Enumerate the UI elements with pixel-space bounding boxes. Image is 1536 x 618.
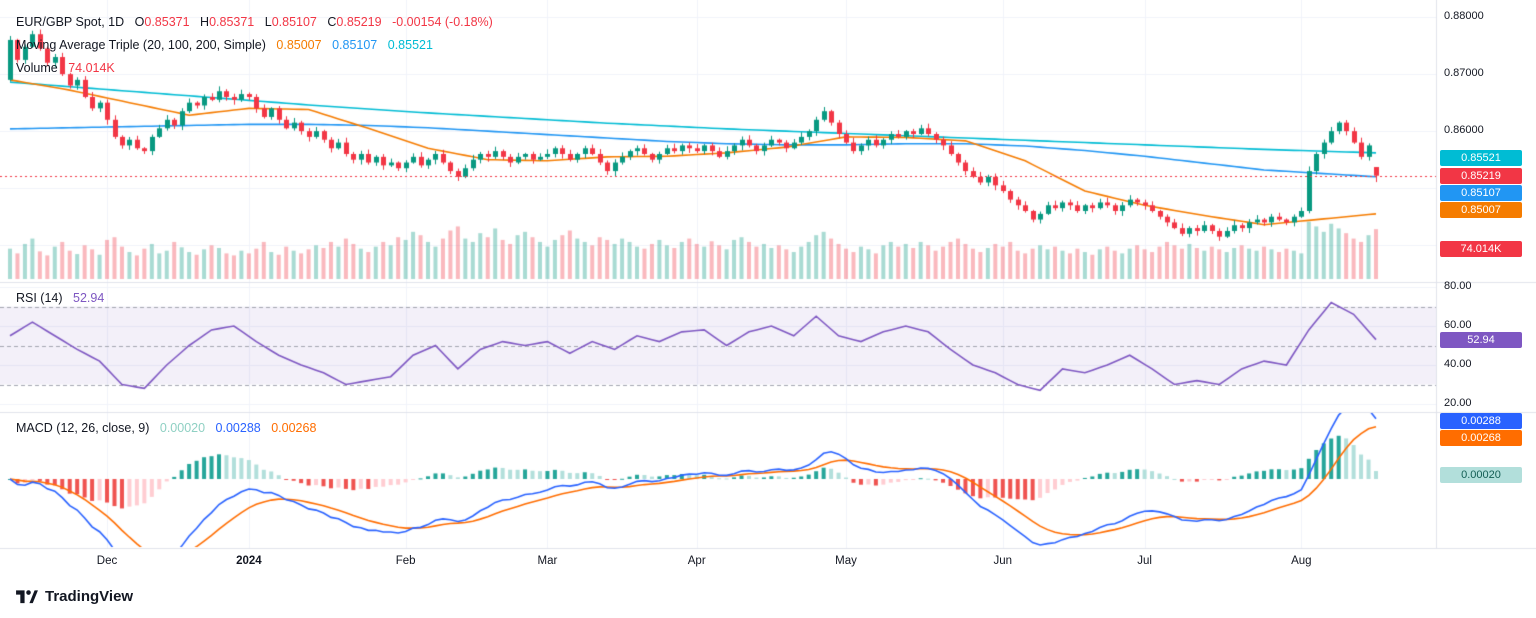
legend-main: EUR/GBP Spot, 1D O0.85371 H0.85371 L0.85…	[16, 11, 500, 80]
macd-line-value: 0.00288	[215, 421, 261, 435]
price-tick: 0.88000	[1444, 10, 1484, 23]
rsi-tick: 80.00	[1444, 280, 1472, 292]
open-label: O	[134, 15, 145, 29]
price-badge-ma20: 0.85007	[1440, 201, 1522, 218]
ma-label: Moving Average Triple (20, 100, 200, Sim…	[16, 38, 266, 52]
tradingview-logo[interactable]: TradingView	[16, 588, 133, 605]
legend-volume-row[interactable]: Volume 74.014K	[16, 57, 500, 80]
volume-label: Volume	[16, 61, 58, 75]
rsi-tick: 20.00	[1444, 397, 1472, 409]
volume-badge: 74.014K	[1440, 241, 1522, 257]
change-value: -0.00154 (-0.18%)	[392, 15, 493, 29]
price-tick: 0.86000	[1444, 124, 1484, 137]
time-axis-label-apr: Apr	[687, 555, 706, 567]
macd-signal-value: 0.00268	[271, 421, 317, 435]
time-axis-label-jun: Jun	[993, 555, 1013, 567]
price-badge-ma200: 0.85521	[1440, 150, 1522, 167]
high-label: H	[200, 15, 210, 29]
price-badge-last: 0.85219	[1440, 167, 1522, 184]
symbol-title: EUR/GBP Spot, 1D	[16, 15, 125, 29]
volume-value: 74.014K	[68, 61, 115, 75]
open-value: 0.85371	[144, 15, 190, 29]
legend-macd[interactable]: MACD (12, 26, close, 9) 0.00020 0.00288 …	[16, 417, 323, 440]
rsi-label: RSI (14)	[16, 291, 63, 305]
ma100-value: 0.85107	[332, 38, 378, 52]
legend-symbol-row[interactable]: EUR/GBP Spot, 1D O0.85371 H0.85371 L0.85…	[16, 11, 500, 34]
macd-badge-hist: 0.00020	[1440, 467, 1522, 483]
low-label: L	[264, 15, 272, 29]
time-axis-label-dec: Dec	[96, 555, 118, 567]
macd-badge-line: 0.00288	[1440, 413, 1522, 430]
time-axis-label-2024: 2024	[236, 555, 262, 567]
ma20-value: 0.85007	[276, 38, 322, 52]
time-axis-label-mar: Mar	[537, 555, 558, 567]
price-badge-ma100: 0.85107	[1440, 184, 1522, 201]
macd-label: MACD (12, 26, close, 9)	[16, 421, 150, 435]
close-label: C	[327, 15, 337, 29]
close-value: 0.85219	[336, 15, 382, 29]
tradingview-logo-icon	[16, 590, 38, 604]
rsi-tick: 60.00	[1444, 319, 1472, 331]
rsi-badge: 52.94	[1440, 331, 1522, 348]
ma200-value: 0.85521	[387, 38, 433, 52]
macd-hist-value: 0.00020	[159, 421, 206, 435]
high-value: 0.85371	[209, 15, 255, 29]
time-axis-label-feb: Feb	[395, 555, 416, 567]
time-axis-label-jul: Jul	[1137, 555, 1152, 567]
macd-badge-signal: 0.00268	[1440, 430, 1522, 447]
price-tick: 0.87000	[1444, 67, 1484, 80]
rsi-value: 52.94	[73, 291, 105, 305]
time-axis-label-may: May	[835, 555, 857, 567]
time-axis-label-aug: Aug	[1291, 555, 1312, 567]
tradingview-logo-text: TradingView	[45, 588, 134, 605]
legend-rsi[interactable]: RSI (14) 52.94	[16, 287, 111, 310]
rsi-tick: 40.00	[1444, 358, 1472, 370]
legend-ma-row[interactable]: Moving Average Triple (20, 100, 200, Sim…	[16, 34, 500, 57]
low-value: 0.85107	[271, 15, 317, 29]
